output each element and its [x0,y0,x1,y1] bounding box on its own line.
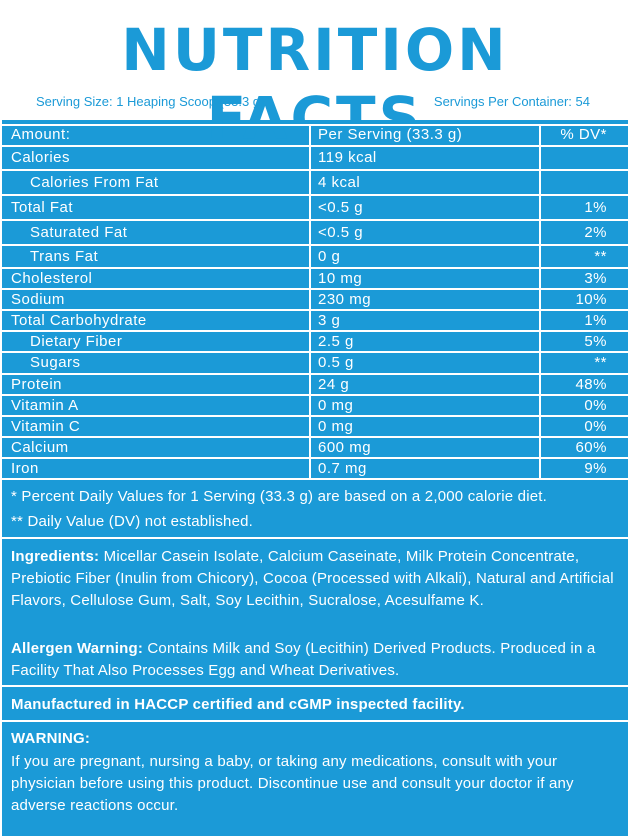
column-header: Per Serving (33.3 g) [318,126,463,143]
nutrient: Sodium [11,290,65,308]
divider [2,244,628,246]
allergen-label: Allergen Warning: [11,640,144,657]
nutrient: Dietary Fiber [30,332,123,350]
divider [2,478,628,480]
nutrient: Calcium [11,438,69,456]
amount: 4 kcal [318,173,361,191]
nutrient: Sugars [30,354,81,371]
amount: <0.5 g [318,198,364,216]
divider [2,219,628,221]
divider [2,720,628,722]
header: NUTRITION FACTS Serving Size: 1 Heaping … [2,2,628,152]
ingredients: Ingredients: Micellar Casein Isolate, Ca… [11,546,623,612]
divider [2,145,628,147]
daily-value: 60% [575,438,607,456]
amount: 24 g [318,375,350,393]
nutrient: Total Carbohydrate [11,311,147,329]
amount: 0.7 mg [318,459,367,477]
divider [2,351,628,353]
amount: 2.5 g [318,332,354,350]
nutrient: Calories [11,149,71,166]
divider [2,309,628,311]
servings-per-container: Servings Per Container: 54 [433,94,590,109]
daily-value: 1% [584,198,607,216]
divider [2,169,628,171]
divider [2,436,628,438]
nutrient: Calories From Fat [30,173,159,191]
divider [2,330,628,332]
divider [2,124,628,126]
allergen-text: Contains Milk and Soy (Lecithin) Derived… [11,640,596,679]
divider [2,288,628,290]
amount: 10 mg [318,269,363,287]
nutrient: Trans Fat [30,247,99,265]
nutrient: Cholesterol [11,269,93,287]
divider [2,415,628,417]
divider [2,537,628,539]
daily-value: 2% [584,223,607,241]
nutrient: Vitamin A [11,396,79,414]
nutrient: Vitamin C [11,417,81,435]
amount: 230 mg [318,290,372,308]
column-divider [309,125,311,478]
column-divider [539,125,541,478]
amount: 600 mg [318,438,372,456]
nutrient: Protein [11,375,63,393]
ingredients-label: Ingredients: [11,548,100,565]
amount: 0 mg [318,396,354,414]
divider [2,685,628,687]
amount: <0.5 g [318,223,364,241]
daily-value: 10% [575,290,607,308]
divider [2,394,628,396]
divider [2,457,628,459]
manufactured: Manufactured in HACCP certified and cGMP… [11,696,465,713]
daily-value: 0% [584,396,607,414]
amount: 0.5 g [318,354,354,371]
ingredients-text: Micellar Casein Isolate, Calcium Caseina… [11,548,614,609]
daily-value: 0% [584,417,607,435]
serving-size: Serving Size: 1 Heaping Scoop (33.3 g) [36,94,265,109]
note: ** Daily Value (DV) not established. [11,513,254,530]
warning-title: WARNING: [11,730,91,747]
daily-value: 3% [584,269,607,287]
daily-value: 5% [584,332,607,350]
daily-value: ** [594,354,607,371]
daily-value: ** [594,247,607,265]
nutrient: Saturated Fat [30,223,128,241]
divider [2,373,628,375]
daily-value: 9% [584,459,607,477]
column-header: % DV* [560,126,607,143]
nutrient: Iron [11,459,39,477]
divider [2,267,628,269]
note: * Percent Daily Values for 1 Serving (33… [11,488,548,505]
title: NUTRITION FACTS [121,16,509,152]
amount: 0 mg [318,417,354,435]
daily-value: 48% [575,375,607,393]
divider [2,194,628,196]
warning-text: If you are pregnant, nursing a baby, or … [11,753,574,814]
daily-value: 1% [584,311,607,329]
allergen: Allergen Warning: Contains Milk and Soy … [11,638,623,682]
amount: 119 kcal [318,149,377,166]
amount: 0 g [318,247,341,265]
column-header: Amount: [11,126,71,143]
nutrient: Total Fat [11,198,74,216]
amount: 3 g [318,311,341,329]
